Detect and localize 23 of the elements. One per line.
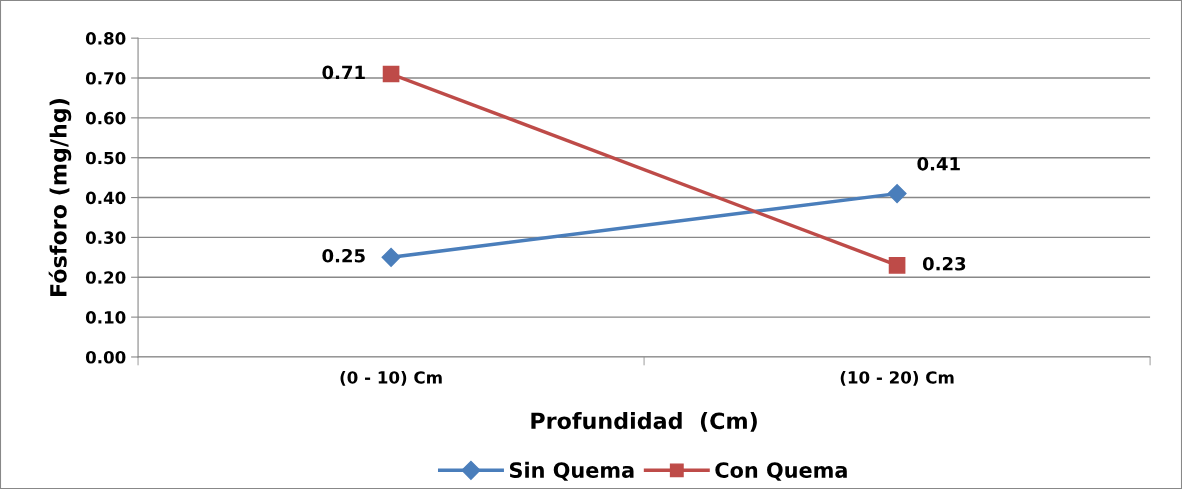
data-label: 0.25	[322, 248, 365, 263]
y-tick-label: 0.10	[85, 311, 126, 324]
y-tick-label: 0.60	[85, 111, 126, 125]
point	[887, 184, 907, 204]
x-tick-label: (10 - 20) Cm	[840, 370, 954, 386]
y-tick-label: 0.40	[85, 191, 126, 205]
y-tick-label: 0.70	[85, 71, 126, 85]
y-tick-label: 0.50	[85, 151, 126, 165]
data-label: 0.71	[322, 65, 365, 80]
data-label: 0.41	[917, 156, 960, 171]
y-axis-title: Fósforo (mg/hg)	[48, 99, 72, 296]
y-tick-label: 0.20	[85, 271, 126, 284]
y-tick-label: 0.80	[85, 32, 126, 45]
point	[382, 65, 400, 83]
data-label: 0.23	[922, 256, 966, 271]
y-tick-label: 0.30	[85, 231, 126, 244]
x-axis-title: Profundidad (Cm)	[531, 411, 757, 432]
legend-label: Con Quema	[715, 462, 847, 481]
point	[381, 247, 401, 267]
x-tick-label: (0 - 10) Cm	[340, 370, 442, 386]
y-tick-label: 0.00	[85, 350, 126, 364]
legend-label: Sin Quema	[509, 461, 634, 481]
point	[888, 256, 906, 274]
